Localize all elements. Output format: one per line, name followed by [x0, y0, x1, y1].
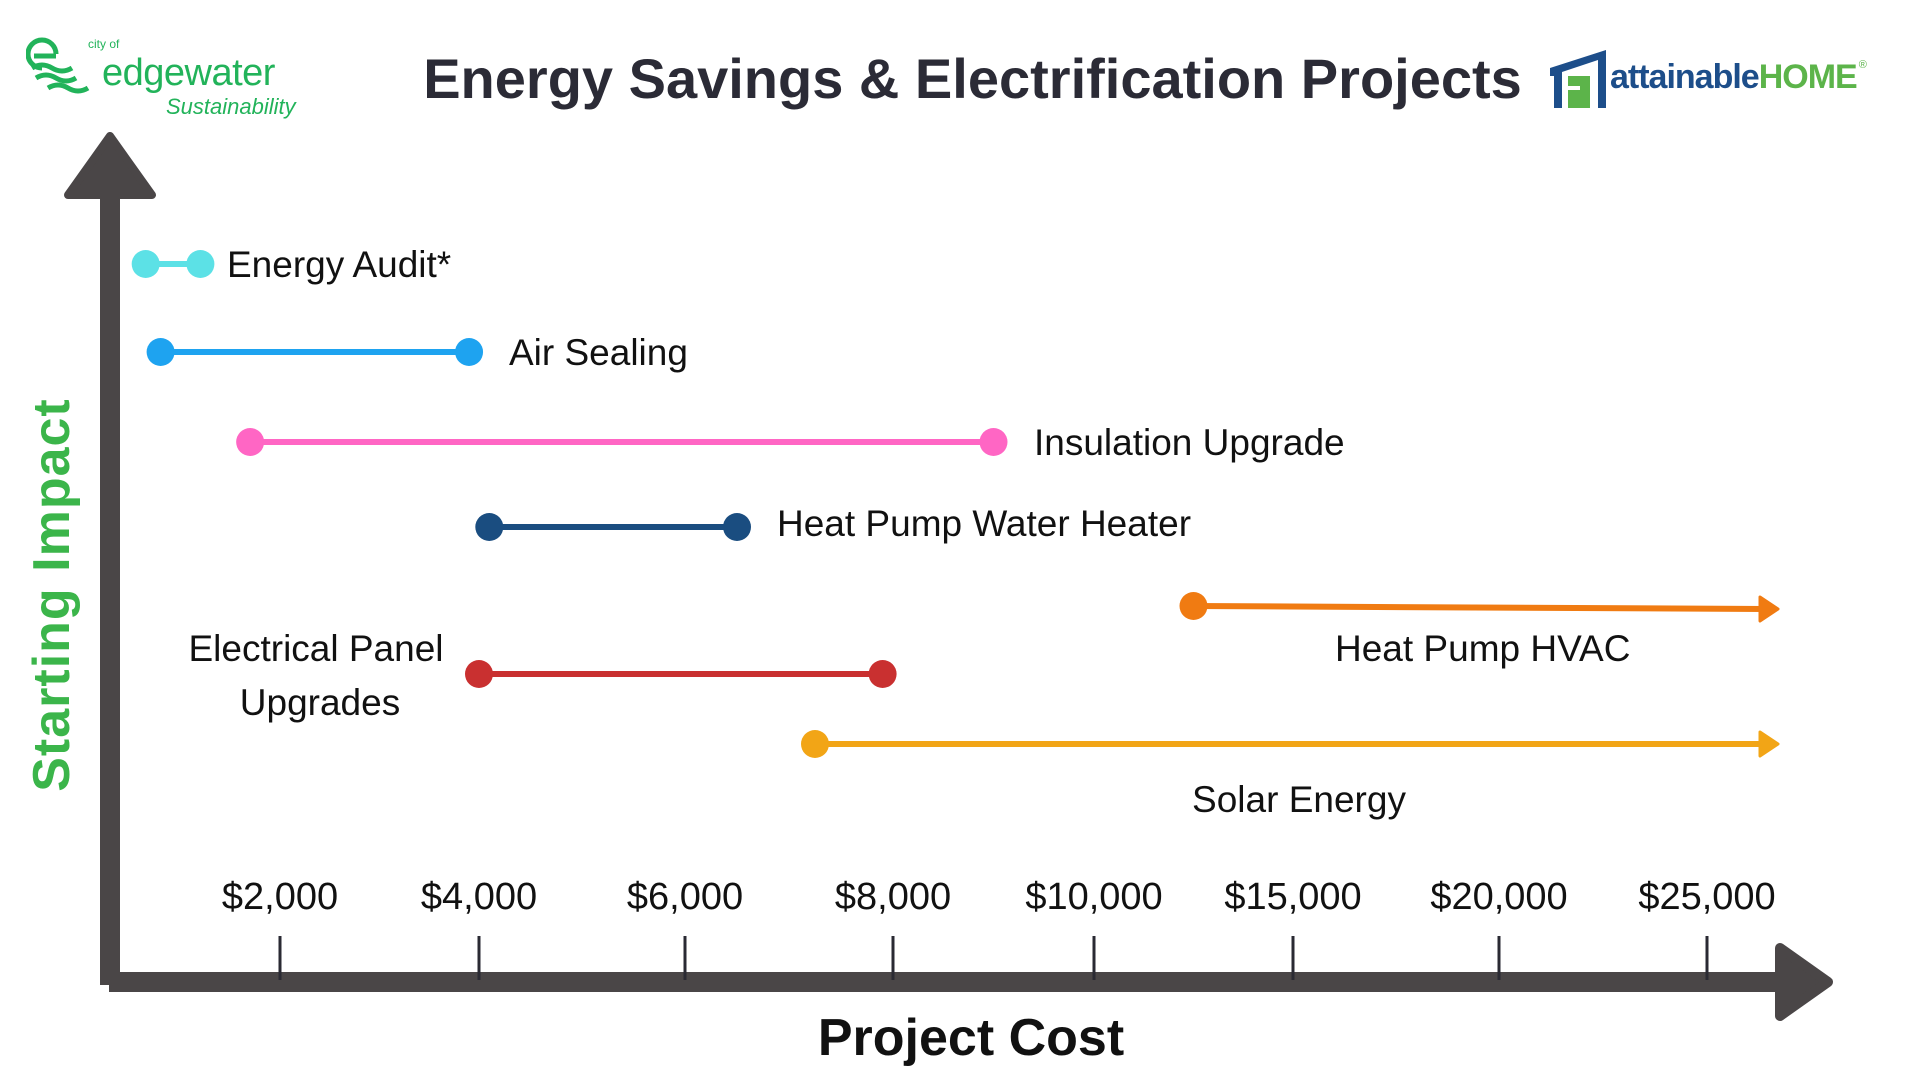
range-low-marker [131, 250, 160, 278]
label-insulation-upgrade: Insulation Upgrade [1034, 422, 1345, 463]
x-axis-arrow-icon [1775, 943, 1833, 1021]
logo-wordmark: attainable HOME ® [1610, 58, 1867, 96]
x-tick-label: $15,000 [1224, 876, 1362, 918]
range-arrow-icon [1758, 595, 1780, 623]
range-heat-pump-water-heater [475, 513, 751, 541]
logo-sustainability: Sustainability [166, 94, 296, 119]
y-axis-label: Starting Impact [23, 398, 81, 792]
x-tick-label: $4,000 [420, 876, 538, 918]
x-axis-label: Project Cost [817, 1009, 1125, 1067]
edgewater-wave-icon [26, 37, 90, 94]
range-heat-pump-hvac [1179, 592, 1780, 623]
y-axis [100, 170, 120, 985]
range-low-marker [465, 660, 493, 688]
label-air-sealing: Air Sealing [509, 332, 688, 373]
x-tick-label: $10,000 [1025, 876, 1163, 918]
label-heat-pump-hvac: Heat Pump HVAC [1335, 628, 1631, 669]
range-low-marker [475, 513, 504, 541]
project-ranges [131, 250, 1780, 758]
range-arrow-icon [1758, 730, 1780, 758]
logo-home: HOME [1758, 58, 1858, 96]
chart-title: Energy Savings & Electrification Project… [423, 47, 1522, 110]
axes [64, 132, 1833, 1021]
range-high-marker [868, 660, 897, 688]
range-high-marker [186, 250, 215, 278]
label-electrical-panel-line2: Upgrades [239, 682, 401, 723]
logo-attainable: attainable [1610, 58, 1760, 96]
house-door-icon [1550, 50, 1606, 108]
range-high-marker [979, 428, 1008, 456]
range-line [1193, 603, 1765, 612]
range-low-marker [801, 730, 829, 758]
y-axis-arrow-icon [64, 132, 156, 199]
range-insulation-upgrade [236, 428, 1008, 456]
x-tick-label: $2,000 [221, 876, 339, 918]
range-low-marker [146, 338, 175, 366]
logo-city-of: city of [88, 37, 120, 51]
range-high-marker [723, 513, 751, 541]
label-solar-energy: Solar Energy [1192, 779, 1406, 820]
edgewater-sustainability-logo: city of edgewater Sustainability [26, 30, 326, 125]
range-energy-audit [131, 250, 215, 278]
label-energy-audit: Energy Audit* [227, 244, 452, 285]
x-tick-label: $25,000 [1638, 876, 1776, 918]
range-air-sealing [146, 338, 484, 366]
x-tick-label: $20,000 [1430, 876, 1568, 918]
range-solar-energy [801, 730, 1780, 758]
label-heat-pump-water-heater: Heat Pump Water Heater [777, 503, 1192, 544]
attainable-home-logo: attainable HOME ® [1550, 40, 1920, 120]
range-low-marker [236, 428, 265, 456]
x-tick-label: $6,000 [626, 876, 744, 918]
label-electrical-panel-line1: Electrical Panel [188, 628, 444, 669]
registered-mark: ® [1858, 59, 1867, 71]
range-electrical-panel-upgrades [465, 660, 897, 688]
logo-edgewater: edgewater [102, 52, 275, 94]
range-low-marker [1179, 592, 1208, 620]
x-tick-label: $8,000 [834, 876, 952, 918]
x-axis [109, 972, 1789, 992]
range-high-marker [455, 338, 484, 366]
x-ticks [278, 936, 1709, 980]
